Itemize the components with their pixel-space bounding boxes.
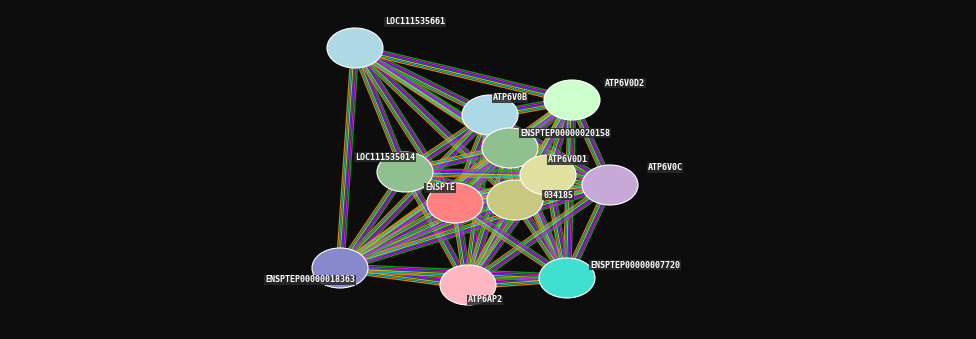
Text: LOC111535014: LOC111535014 [355,153,415,161]
Ellipse shape [482,128,538,168]
Text: LOC111535661: LOC111535661 [385,18,445,26]
Ellipse shape [377,152,433,192]
Ellipse shape [487,180,543,220]
Ellipse shape [427,183,483,223]
Ellipse shape [462,95,518,135]
Text: 034185: 034185 [543,191,573,199]
Text: ATP6V0B: ATP6V0B [493,94,527,102]
Text: ATP6V0D1: ATP6V0D1 [548,156,588,164]
Ellipse shape [312,248,368,288]
Ellipse shape [539,258,595,298]
Text: ATP6V0C: ATP6V0C [647,163,682,173]
Text: ENSPTE: ENSPTE [425,183,455,193]
Text: ATP6AP2: ATP6AP2 [468,296,503,304]
Text: ENSPTEP00000020158: ENSPTEP00000020158 [520,128,610,138]
Text: ATP6V0D2: ATP6V0D2 [605,79,645,87]
Ellipse shape [582,165,638,205]
Ellipse shape [440,265,496,305]
Ellipse shape [327,28,383,68]
Text: ENSPTEP00000018363: ENSPTEP00000018363 [265,276,355,284]
Text: ENSPTEP00000007720: ENSPTEP00000007720 [590,260,680,270]
Ellipse shape [520,155,576,195]
Ellipse shape [544,80,600,120]
